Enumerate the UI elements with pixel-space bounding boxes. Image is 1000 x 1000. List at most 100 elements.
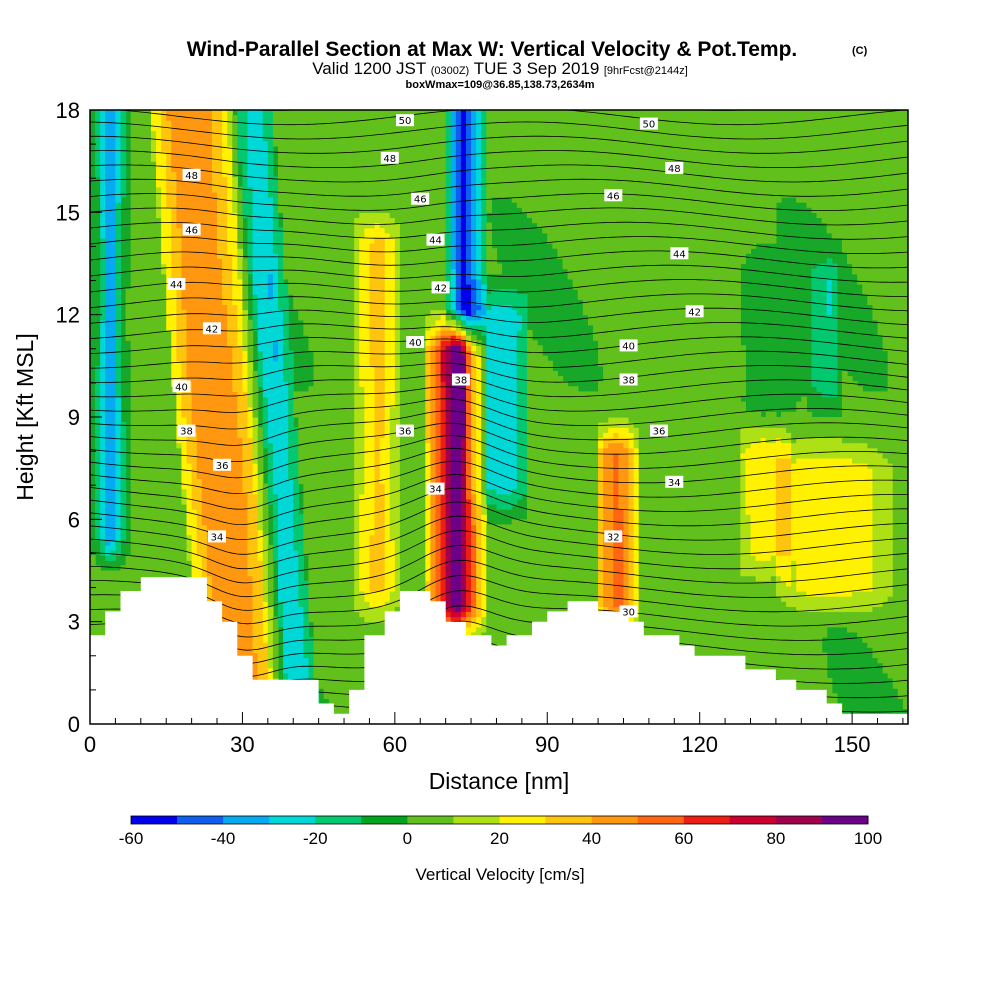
w-cell (201, 529, 208, 536)
w-cell (191, 493, 198, 500)
w-cell (191, 273, 198, 280)
w-cell (186, 555, 193, 561)
w-cell (293, 243, 299, 249)
w-cell (196, 483, 203, 490)
w-cell (227, 452, 233, 459)
w-cell (217, 417, 223, 423)
w-cell (181, 442, 188, 449)
w-cell (166, 217, 172, 224)
w-cell (211, 355, 218, 362)
w-cell (115, 304, 122, 311)
w-cell (156, 304, 162, 311)
w-cell (150, 376, 157, 382)
w-cell (105, 529, 111, 536)
w-cell (252, 324, 259, 331)
w-cell (156, 202, 162, 208)
w-cell (217, 110, 223, 116)
w-cell (110, 110, 116, 116)
w-cell (252, 606, 259, 613)
w-cell (298, 616, 304, 623)
w-cell (242, 427, 249, 433)
w-cell (313, 340, 320, 346)
w-cell (211, 350, 218, 357)
w-cell (166, 447, 172, 454)
w-cell (150, 493, 157, 500)
w-cell (95, 381, 101, 387)
w-cell (242, 176, 249, 183)
w-cell (272, 631, 279, 638)
w-cell (313, 227, 320, 234)
w-cell (105, 156, 111, 162)
w-cell (237, 401, 244, 408)
w-cell (303, 181, 310, 188)
w-cell (217, 299, 223, 306)
w-cell (288, 514, 294, 520)
w-cell (288, 590, 294, 597)
w-cell (206, 370, 213, 377)
w-cell (283, 125, 289, 132)
w-cell (115, 473, 122, 479)
w-cell (288, 202, 294, 208)
w-cell (191, 340, 198, 346)
w-cell (135, 365, 142, 372)
w-cell (293, 667, 299, 674)
w-cell (277, 555, 284, 561)
w-cell (277, 335, 284, 341)
w-cell (277, 253, 284, 259)
w-cell (115, 365, 122, 372)
w-cell (247, 156, 254, 162)
w-cell (267, 365, 274, 372)
w-cell (303, 452, 310, 459)
w-cell (237, 616, 244, 623)
w-cell (237, 324, 244, 331)
w-cell (313, 283, 320, 290)
w-cell (257, 544, 264, 551)
w-cell (115, 457, 122, 464)
w-cell (105, 370, 111, 377)
w-cell (161, 289, 167, 295)
w-cell (95, 529, 101, 536)
w-cell (247, 248, 254, 254)
w-cell (288, 621, 294, 628)
w-cell (130, 560, 137, 566)
w-cell (267, 667, 274, 674)
w-cell (191, 442, 198, 449)
w-cell (196, 478, 203, 485)
w-cell (277, 616, 284, 623)
w-cell (283, 345, 289, 352)
w-cell (222, 212, 228, 219)
w-cell (181, 529, 188, 536)
w-cell (150, 237, 157, 244)
w-cell (166, 253, 172, 259)
w-cell (206, 299, 213, 306)
w-cell (166, 493, 172, 500)
w-cell (166, 324, 172, 331)
w-cell (237, 596, 244, 602)
w-cell (252, 555, 259, 561)
w-cell (272, 529, 279, 536)
w-cell (283, 483, 289, 490)
w-cell (283, 555, 289, 561)
w-cell (247, 432, 254, 439)
w-cell (90, 575, 96, 582)
w-cell (95, 473, 101, 479)
w-cell (186, 202, 193, 208)
w-cell (237, 217, 244, 224)
w-cell (277, 580, 284, 587)
w-cell (176, 232, 183, 239)
w-cell (247, 243, 254, 249)
w-cell (217, 140, 223, 147)
w-cell (191, 283, 198, 290)
w-cell (100, 253, 106, 259)
w-cell (140, 539, 147, 546)
w-cell (156, 248, 162, 254)
w-cell (115, 340, 122, 346)
w-cell (140, 442, 147, 449)
w-cell (161, 140, 167, 147)
w-cell (90, 565, 96, 572)
w-cell (161, 125, 167, 132)
w-cell (262, 125, 269, 132)
w-cell (283, 560, 289, 566)
w-cell (105, 478, 111, 485)
w-cell (242, 601, 249, 607)
